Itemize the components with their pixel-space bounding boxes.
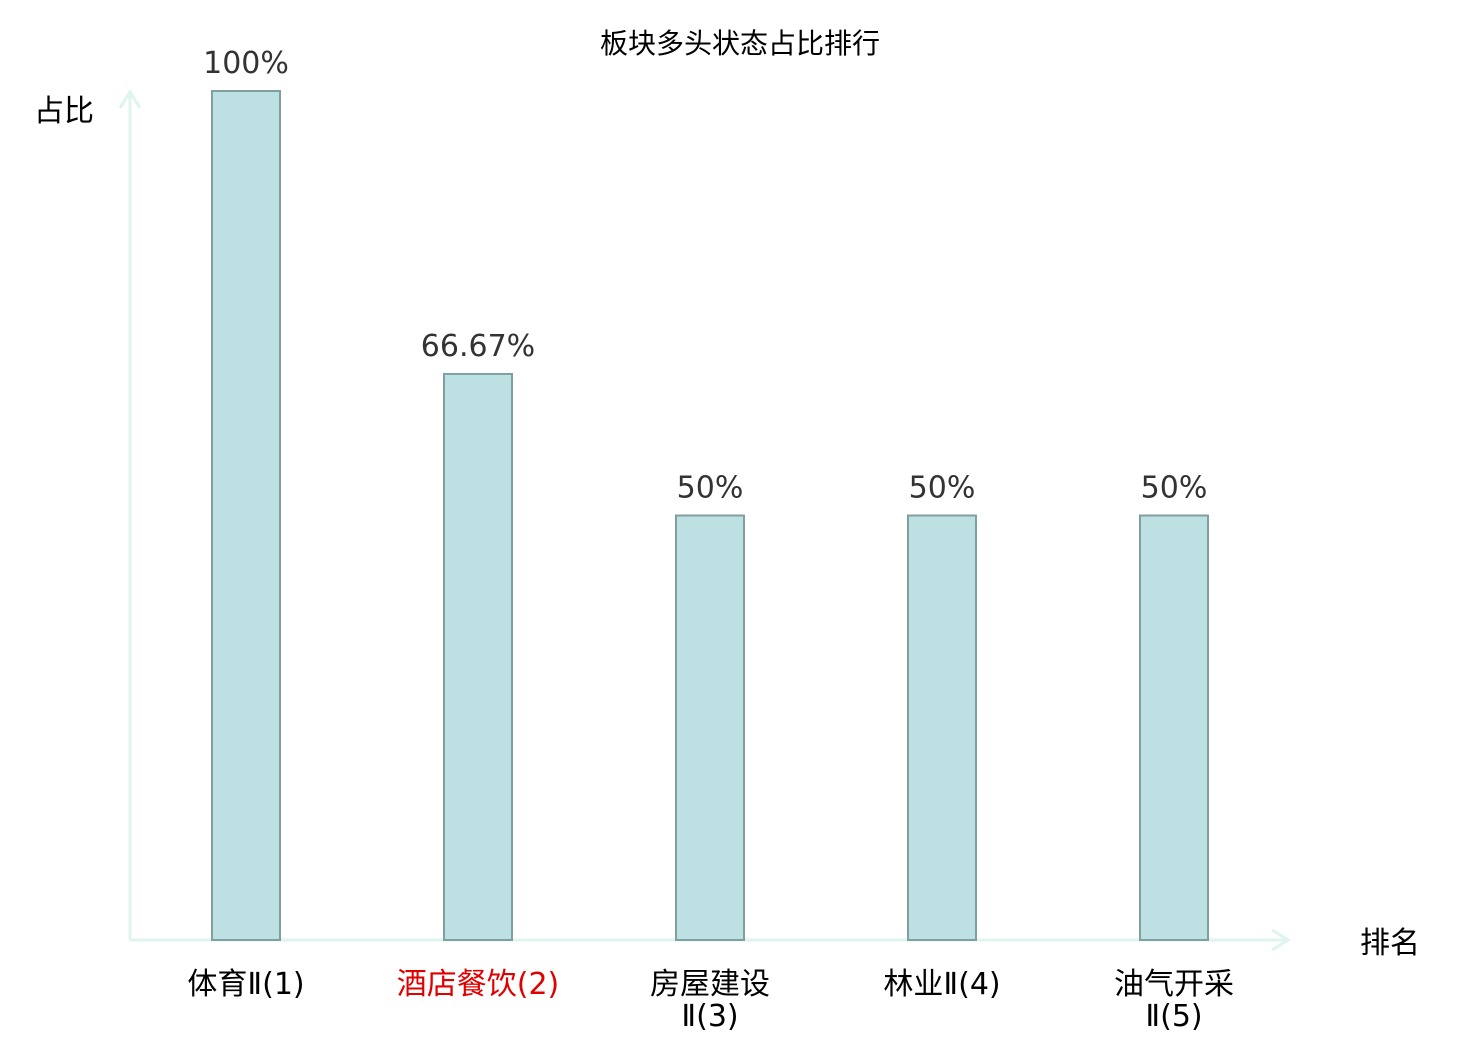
y-axis-label: 占比: [34, 94, 94, 129]
bar: [1139, 514, 1209, 941]
category-label: 酒店餐饮(2): [397, 967, 560, 1002]
x-axis-arrow-icon: [1271, 928, 1291, 952]
category-label: 体育Ⅱ(1): [187, 967, 304, 1002]
value-label: 50%: [677, 471, 744, 506]
category-label: Ⅱ(3): [681, 999, 738, 1034]
bar: [443, 372, 513, 942]
x-axis-label: 排名: [1360, 926, 1420, 961]
value-label: 50%: [1141, 471, 1208, 506]
category-label: 油气开采: [1114, 967, 1234, 1002]
bar: [675, 514, 745, 941]
bar: [211, 90, 281, 941]
bar: [907, 514, 977, 941]
value-label: 66.67%: [421, 329, 535, 364]
value-label: 50%: [909, 471, 976, 506]
category-label: Ⅱ(5): [1145, 999, 1202, 1034]
value-label: 100%: [203, 46, 289, 81]
category-label: 林业Ⅱ(4): [883, 967, 1000, 1002]
category-label: 房屋建设: [650, 967, 770, 1002]
chart-title: 板块多头状态占比排行: [600, 27, 880, 60]
y-axis-arrow-icon: [118, 89, 142, 109]
